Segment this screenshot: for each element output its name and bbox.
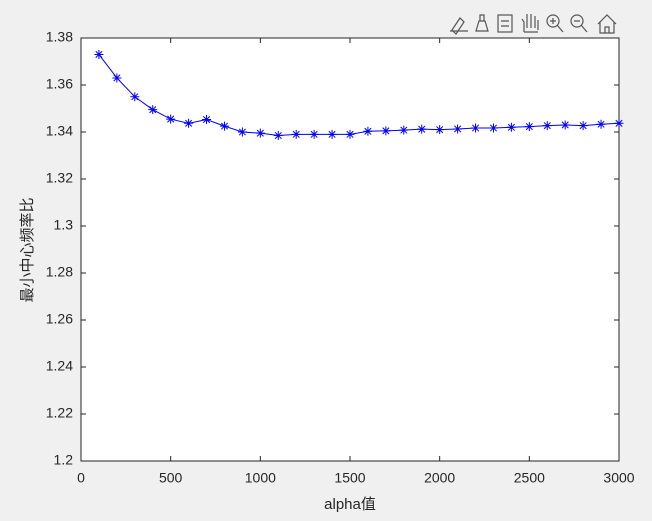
- marker: [273, 131, 283, 141]
- marker: [524, 122, 534, 132]
- marker: [112, 73, 122, 83]
- y-tick-label: 1.26: [46, 311, 73, 327]
- x-tick-label: 2000: [424, 470, 455, 486]
- marker: [202, 115, 212, 125]
- x-tick-label: 500: [159, 470, 183, 486]
- marker: [255, 128, 265, 138]
- marker: [184, 118, 194, 128]
- brush-icon[interactable]: [450, 17, 468, 35]
- marker: [327, 129, 337, 139]
- x-axis-label: alpha值: [324, 496, 376, 513]
- marker: [596, 119, 606, 129]
- marker: [166, 114, 176, 124]
- y-tick-label: 1.22: [46, 405, 73, 421]
- data-tip-icon[interactable]: [475, 14, 489, 32]
- marker: [542, 121, 552, 131]
- marker: [578, 121, 588, 131]
- marker: [291, 129, 301, 139]
- x-tick-label: 3000: [603, 470, 634, 486]
- y-tick-label: 1.2: [54, 452, 74, 468]
- marker: [148, 105, 158, 115]
- y-tick-label: 1.3: [54, 217, 74, 233]
- marker: [94, 49, 104, 59]
- marker: [506, 122, 516, 132]
- marker: [560, 120, 570, 130]
- y-tick-label: 1.34: [46, 123, 73, 139]
- marker: [435, 125, 445, 135]
- home-icon[interactable]: [597, 14, 617, 34]
- marker: [417, 124, 427, 134]
- x-tick-label: 1500: [334, 470, 365, 486]
- x-tick-label: 1000: [245, 470, 276, 486]
- axes-box: [80, 37, 620, 462]
- y-tick-label: 1.28: [46, 264, 73, 280]
- y-tick-label: 1.36: [46, 76, 73, 92]
- x-tick-label: 0: [77, 470, 85, 486]
- y-tick-label: 1.32: [46, 170, 73, 186]
- marker: [237, 127, 247, 137]
- y-axis-label: 最小中心频率比: [19, 197, 36, 302]
- marker: [309, 129, 319, 139]
- marker: [381, 126, 391, 136]
- zoom-out-glyph[interactable]: [574, 20, 588, 33]
- marker: [453, 124, 463, 134]
- zoom-in-glyph[interactable]: [550, 18, 564, 33]
- pan-icon[interactable]: [521, 14, 539, 33]
- zoom-out-icon[interactable]: [570, 14, 584, 28]
- marker: [488, 123, 498, 133]
- legend-lines[interactable]: [501, 20, 509, 27]
- toolbar[interactable]: [450, 14, 617, 35]
- marker: [614, 118, 624, 128]
- y-tick-label: 1.24: [46, 358, 73, 374]
- marker: [471, 123, 481, 133]
- marker: [130, 92, 140, 102]
- zoom-in-icon[interactable]: [546, 14, 560, 28]
- x-tick-label: 2500: [514, 470, 545, 486]
- marker: [363, 126, 373, 136]
- marker: [399, 125, 409, 135]
- marker: [219, 121, 229, 131]
- y-tick-label: 1.38: [46, 29, 73, 45]
- legend-icon[interactable]: [497, 14, 513, 33]
- marker: [345, 129, 355, 139]
